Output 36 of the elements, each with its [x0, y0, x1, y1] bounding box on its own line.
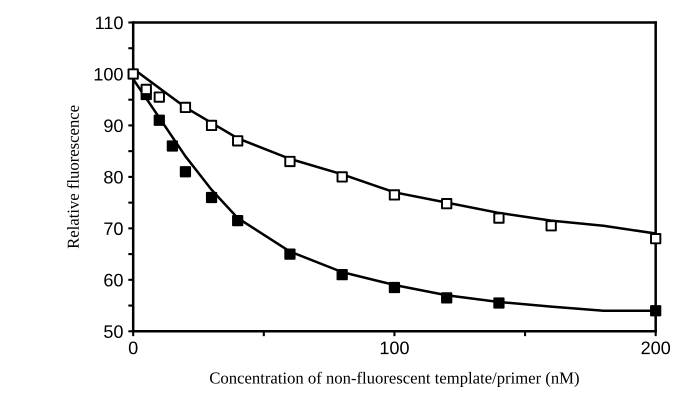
point: [284, 248, 296, 260]
y-tick-label: 110: [96, 16, 123, 30]
point: [140, 84, 152, 96]
point: [493, 297, 505, 309]
point: [650, 233, 662, 244]
point: [154, 114, 165, 126]
x-tick-label: 200: [642, 341, 670, 354]
x-tick-label: 100: [380, 341, 409, 354]
point: [180, 166, 192, 178]
point: [128, 68, 139, 80]
point: [388, 189, 400, 201]
point: [284, 156, 296, 168]
x-axis-title: Concentration of non-fluorescent template/primer (nM): [210, 372, 579, 388]
x-tick-label: 0: [128, 341, 138, 354]
point: [166, 140, 178, 152]
point: [493, 212, 505, 224]
point: [232, 215, 244, 226]
y-axis-title: Relative fluorescence: [66, 106, 79, 248]
point: [180, 102, 192, 114]
point: [206, 192, 218, 204]
point: [336, 269, 348, 280]
y-tick-label: 80: [104, 170, 123, 184]
point: [206, 120, 218, 132]
y-tick-label: 50: [104, 325, 123, 338]
point: [154, 91, 165, 103]
point: [388, 282, 400, 294]
y-tick-label: 60: [104, 274, 123, 287]
point: [546, 220, 557, 232]
y-tick-label: 100: [94, 68, 123, 81]
y-tick-label: 90: [104, 119, 123, 132]
point: [441, 292, 452, 304]
point: [650, 305, 662, 316]
point: [336, 171, 348, 183]
point: [441, 198, 452, 210]
point: [232, 135, 244, 146]
y-tick-label: 70: [104, 222, 123, 236]
